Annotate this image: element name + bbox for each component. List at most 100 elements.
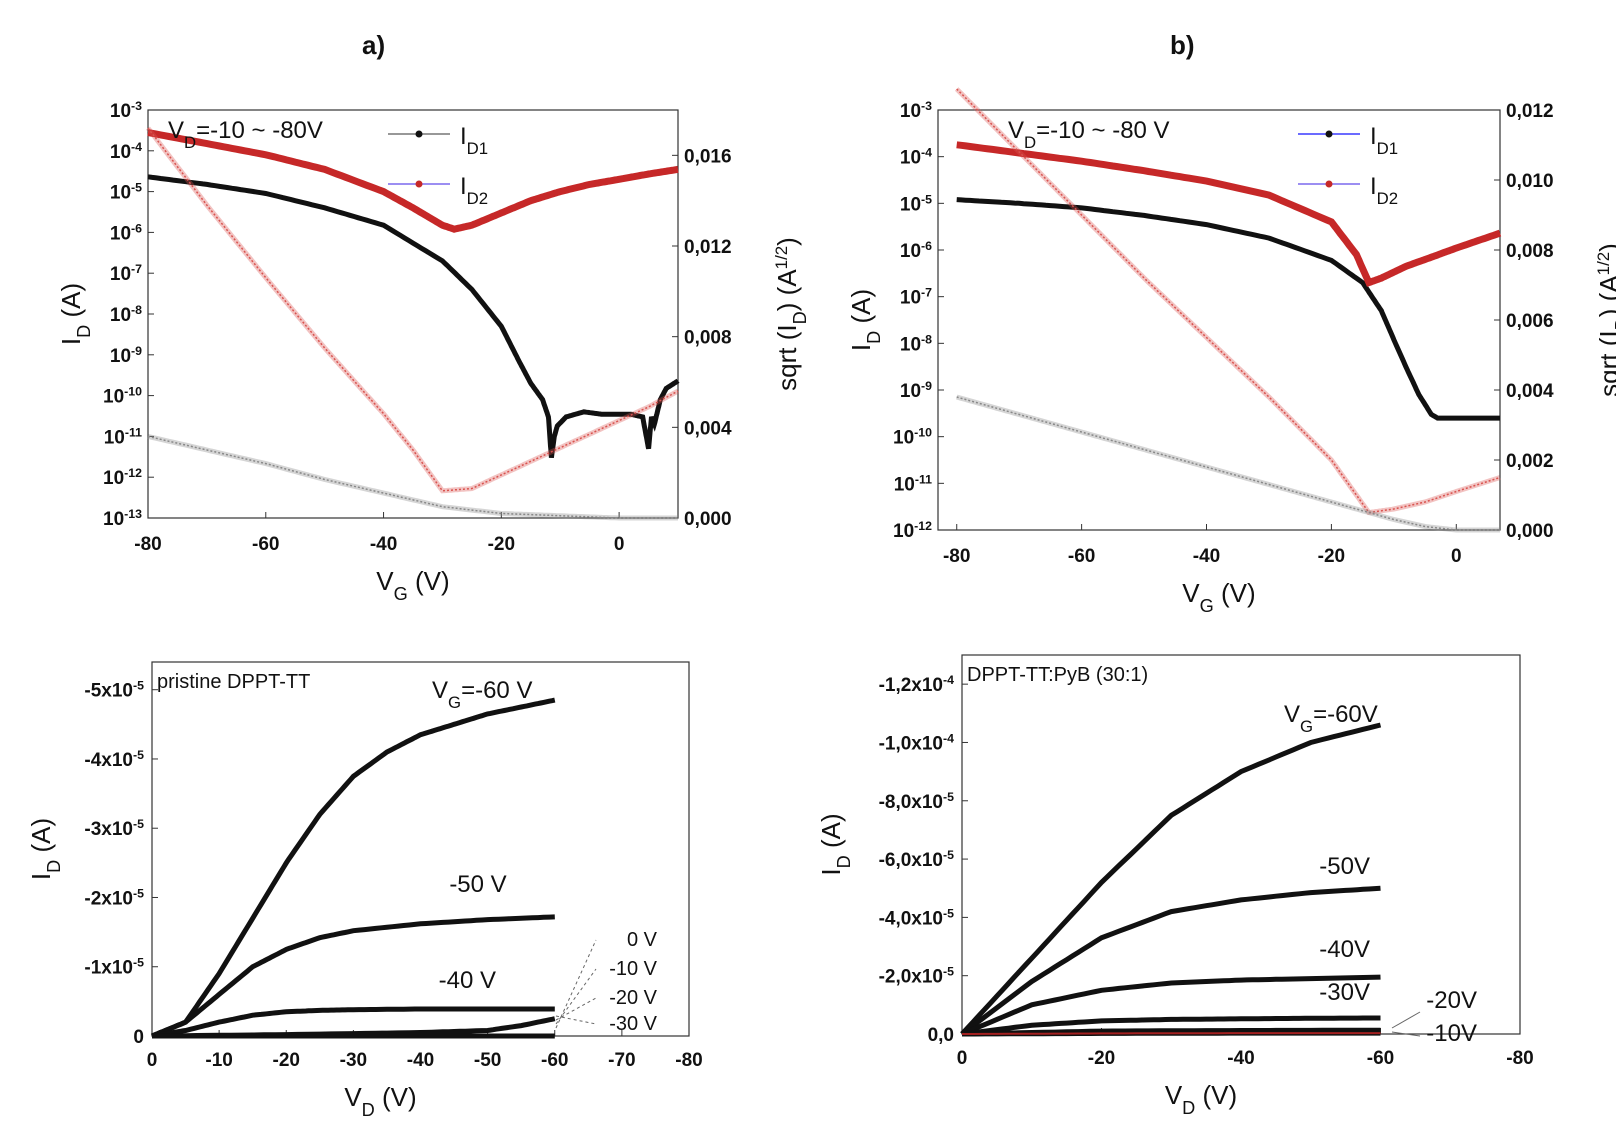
legend-marker [1325,130,1333,138]
y2-tick-label: 0,000 [684,509,732,530]
legend-label: ID1 [460,123,488,158]
y-tick-label: 10-11 [104,425,142,448]
y-axis-label: ID (A) [846,289,884,351]
text-part: 10 [110,142,131,163]
series-line--30V [961,1015,1381,1037]
legend-label: ID1 [1370,123,1398,158]
text-part: 1/2 [1594,252,1613,275]
y-tick-label: 10-12 [893,519,932,542]
condition-annotation: VD=-10 ~ -80 V [1008,117,1170,152]
y2-tick-label: 0,008 [1506,241,1554,262]
text-part: -5 [943,790,954,804]
y-tick-label: -1,0x10-4 [879,731,955,754]
series-line-I_D1 [147,174,680,459]
text-part: 10 [110,183,131,204]
text-part: =-10 ~ -80V [196,117,323,144]
curve-label-vg60: VG=-60V [1284,701,1378,736]
text-part: G [1300,717,1313,736]
x-tick-label: 0 [147,1050,158,1071]
text-part: D [1182,1098,1195,1118]
text-part: -4 [943,673,954,687]
text-part: -2x10 [84,888,133,909]
text-part: (A) [816,813,846,855]
y-tick-label: 10-8 [900,332,932,355]
text-part: D [834,855,854,868]
legend-marker [415,180,423,188]
text-part: 10 [110,305,131,326]
text-part: 10 [900,288,921,309]
series-line-sqrt(I_D1) [147,435,678,519]
text-part: 10 [900,148,921,169]
x-tick-label: -20 [488,534,515,555]
x-tick-label: -80 [1506,1048,1533,1069]
text-part: -7 [921,286,932,300]
text-part: (V) [408,566,450,596]
y2-tick-label: 0,000 [1506,521,1554,542]
y2-axis-label: sqrt (ID) (A1/2) [772,237,811,391]
x-tick-label: -80 [675,1050,702,1071]
text-part: D [44,860,64,873]
text-part: V [1165,1080,1183,1110]
text-part: -5 [133,817,144,831]
text-part: -1,2x10 [879,675,943,696]
x-tick-label: -30 [340,1050,367,1071]
series-line--50V [960,885,1381,1036]
y-tick-label: 10-12 [103,466,142,489]
text-part: 10 [110,223,131,244]
x-tick-label: -20 [1088,1048,1115,1069]
y-tick-label: -6,0x10-5 [879,848,955,871]
y-tick-label: 10-9 [110,344,142,367]
y-tick-label: -1x10-5 [84,956,144,979]
text-part: -8 [131,303,142,317]
text-part: -4,0x10 [879,908,943,929]
text-part: (V) [375,1082,417,1112]
text-part: -12 [914,519,932,533]
text-part: 10 [103,387,124,408]
text-part: (V) [1195,1080,1237,1110]
text-part: 10 [893,521,914,542]
text-part: ) [772,237,802,246]
text-part: -13 [124,507,142,521]
chart-a_transfer: 10-1310-1210-1110-1010-910-810-710-610-5… [56,99,810,604]
leader-line [555,1015,597,1025]
curve-label-30: -30V [1319,979,1370,1006]
y-tick-label: -2x10-5 [84,886,144,909]
sample-title: DPPT-TT:PyB (30:1) [967,664,1148,686]
text-part: I [460,123,467,150]
text-part: I [1370,123,1377,150]
text-part: D [74,325,94,338]
y-tick-label: -4x10-5 [84,748,144,771]
text-part: -8,0x10 [879,792,943,813]
text-part: 10 [900,381,921,402]
y-tick-label: 0 [133,1027,144,1048]
text-part: I [1370,173,1377,200]
leader-line [555,939,597,1029]
text-part: V [432,677,448,704]
text-part: 10 [110,264,131,285]
text-part: 10 [900,194,921,215]
text-part: -3x10 [84,819,133,840]
y-tick-label: 10-8 [110,303,142,326]
panel-a-label: a) [362,30,386,60]
text-part: 10 [900,334,921,355]
text-part: ) (A [772,269,802,312]
y-tick-label: 10-13 [103,507,142,530]
plot-frame [961,654,1521,1035]
curve-label-10: -10V [1426,1020,1477,1047]
x-tick-label: -10 [205,1050,232,1071]
text-part: ) [1594,243,1616,252]
y2-tick-label: 0,004 [684,418,732,439]
text-part: (A) [846,289,876,331]
y-tick-label: 10-10 [893,426,932,449]
y-tick-label: 10-9 [900,379,932,402]
text-part: D [362,1100,375,1120]
curve-label-small: 0 V [627,929,658,951]
sample-title: pristine DPPT-TT [157,671,310,693]
x-tick-label: -80 [943,546,970,567]
text-part: (A) [26,818,56,860]
text-part: D [1612,317,1616,330]
text-part: -10 [914,426,932,440]
series-line-I_D2 [956,141,1502,287]
x-axis-label: VD (V) [344,1082,416,1120]
text-part: -5 [133,956,144,970]
